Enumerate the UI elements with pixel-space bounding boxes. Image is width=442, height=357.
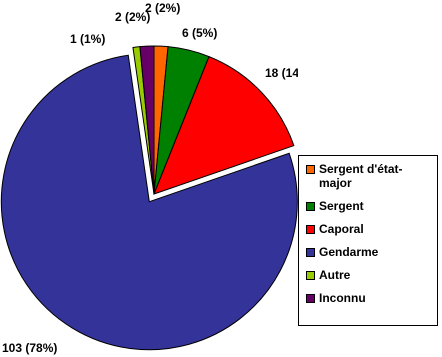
- data-label: 1 (1%): [70, 32, 105, 46]
- legend-label: Gendarme: [319, 245, 379, 259]
- legend-label: Caporal: [319, 222, 364, 236]
- data-label: 18 (14%): [265, 66, 298, 80]
- data-label: 2 (2%): [145, 1, 180, 15]
- legend-item: Autre: [306, 268, 433, 282]
- legend-item: Sergent d'état-major: [306, 162, 433, 190]
- legend-label: Sergent d'état-major: [319, 162, 403, 190]
- legend-item: Gendarme: [306, 245, 433, 259]
- legend-swatch: [306, 271, 315, 280]
- legend-swatch: [306, 165, 315, 174]
- pie-slice: [139, 45, 155, 195]
- data-label: 103 (78%): [2, 341, 57, 355]
- data-label: 2 (2%): [115, 10, 150, 24]
- legend-swatch: [306, 248, 315, 257]
- legend-item: Inconnu: [306, 291, 433, 305]
- legend-label: Inconnu: [319, 291, 366, 305]
- legend-item: Sergent: [306, 199, 433, 213]
- legend: Sergent d'état-major Sergent Caporal Gendar…: [298, 155, 438, 326]
- pie-slice: [0, 54, 298, 351]
- legend-swatch: [306, 294, 315, 303]
- data-label: 6 (5%): [182, 26, 217, 40]
- legend-item: Caporal: [306, 222, 433, 236]
- pie-area: 2 (2%)6 (5%)18 (14%)103 (78%)1 (1%)2 (2%…: [0, 1, 298, 355]
- legend-label: Sergent: [319, 199, 364, 213]
- legend-label: Autre: [319, 268, 351, 282]
- legend-swatch: [306, 202, 315, 211]
- pie-slice: [153, 55, 295, 195]
- legend-swatch: [306, 225, 315, 234]
